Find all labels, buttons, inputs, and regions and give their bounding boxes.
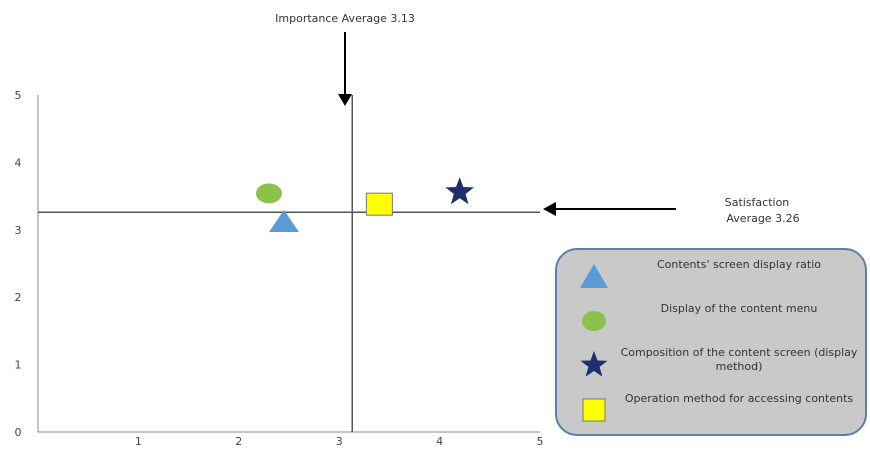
importance-arrow-head (338, 94, 352, 106)
star-marker (445, 177, 474, 205)
legend-item-content-menu: Display of the content menu (557, 300, 867, 340)
x-tick-label: 5 (537, 435, 544, 448)
y-tick-label: 5 (15, 89, 22, 102)
y-tick-label: 4 (15, 156, 22, 169)
x-tick-label: 1 (135, 435, 142, 448)
x-tick-label: 3 (336, 435, 343, 448)
legend-label: Contents' screen display ratio (657, 258, 821, 271)
satisfaction-annotation-line2: Average 3.26 (726, 212, 799, 225)
square-marker (365, 192, 393, 216)
satisfaction-arrow-head (543, 202, 556, 216)
circle-icon (582, 311, 606, 331)
y-tick-label: 3 (15, 224, 22, 237)
importance-annotation: Importance Average 3.13 (275, 12, 415, 25)
y-tick-label: 1 (15, 359, 22, 372)
legend-item-screen-ratio: Contents' screen display ratio (557, 256, 867, 296)
legend-label: Display of the content menu (660, 302, 818, 315)
triangle-marker (268, 210, 299, 233)
triangle-icon (580, 264, 608, 288)
x-tick-label: 2 (235, 435, 242, 448)
y-tick-label: 0 (15, 426, 22, 439)
y-tick-label: 2 (15, 291, 22, 304)
legend: Contents' screen display ratio Display o… (555, 248, 867, 436)
star-icon (580, 351, 608, 377)
x-tick-label: 4 (436, 435, 443, 448)
circle-marker (255, 183, 282, 204)
satisfaction-annotation-line1: Satisfaction (725, 196, 790, 209)
square-icon (582, 398, 606, 422)
legend-label: Composition of the content screen (displ… (620, 346, 858, 373)
legend-item-operation-method: Operation method for accessing contents (557, 390, 867, 430)
legend-label: Operation method for accessing contents (624, 392, 854, 405)
legend-item-screen-composition: Composition of the content screen (displ… (557, 344, 867, 384)
